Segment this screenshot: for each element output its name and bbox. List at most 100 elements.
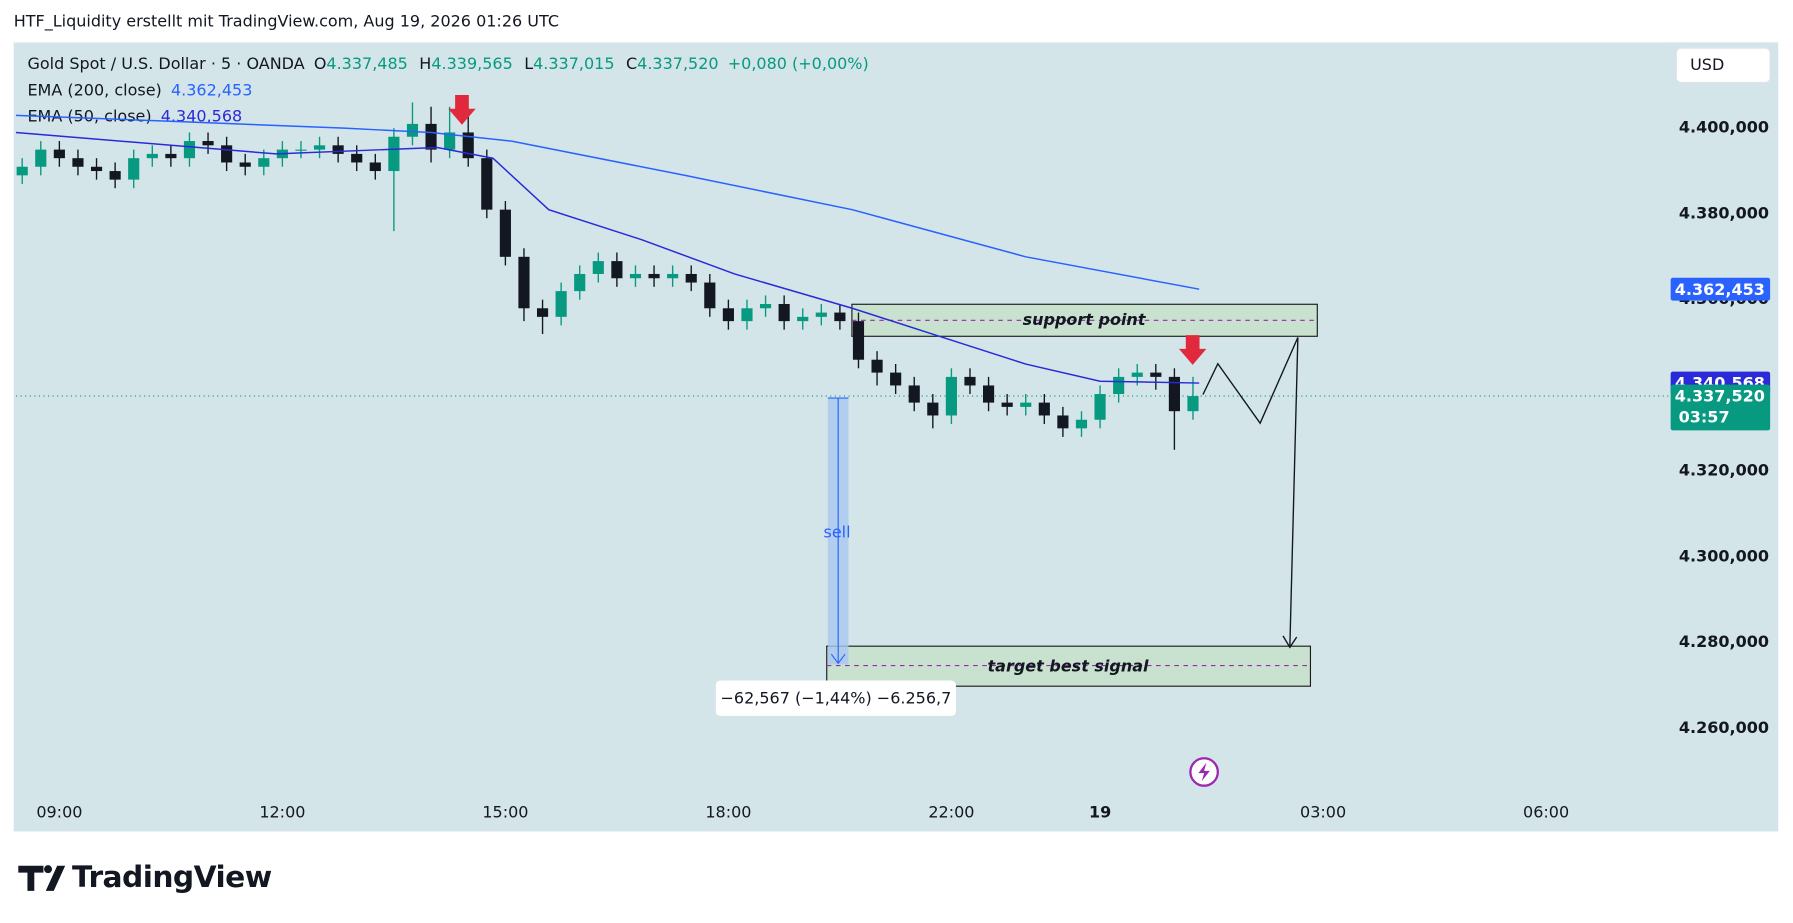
candle-body (797, 316, 809, 322)
candle-body (313, 145, 326, 150)
candle-body (72, 158, 84, 167)
candle-body (481, 158, 493, 210)
candle-body (128, 158, 140, 180)
candle-body (462, 132, 474, 159)
candle-body (890, 372, 902, 386)
legend-name: EMA (50, close) (27, 106, 151, 125)
candle-body (722, 308, 734, 322)
candle-body (518, 256, 530, 309)
event-bolt (1198, 762, 1210, 782)
candle-body (444, 132, 456, 150)
candle-body (1075, 419, 1088, 429)
ohlc-key: C (626, 54, 637, 73)
candle-body (1150, 372, 1162, 377)
candle-body (574, 273, 586, 292)
x-tick-label: 06:00 (1523, 803, 1569, 822)
projection-arrowhead (1282, 635, 1298, 649)
candle-body (369, 162, 381, 172)
candle-body (183, 141, 196, 159)
legend-entry: EMA (200, close) 4.362,453 (27, 80, 252, 99)
candle-body (351, 153, 363, 163)
x-tick-label: 09:00 (36, 803, 82, 822)
candle-body (741, 308, 753, 322)
candle-body (1094, 394, 1106, 420)
ohlc-value: 4.339,565 (431, 54, 512, 73)
caption: HTF_Liquidity erstellt mit TradingView.c… (14, 11, 559, 31)
price-tag (1670, 277, 1771, 301)
candle-body (221, 145, 233, 163)
candle-body (592, 261, 604, 274)
candle-body (499, 209, 511, 257)
currency-button[interactable] (1675, 47, 1771, 84)
projection-path (1202, 337, 1299, 647)
ohlc-key: L (524, 54, 533, 73)
candle-body (295, 149, 307, 151)
candle-body (778, 303, 790, 322)
candle-body (815, 312, 827, 317)
candle-body (1168, 376, 1180, 412)
brand: TradingView (72, 860, 272, 895)
measure-box (715, 680, 956, 716)
candle-body (704, 282, 716, 309)
ohlc-value: 4.337,015 (533, 54, 614, 73)
measure-label: −62,567 (−1,44%) −6.256,7 (721, 688, 952, 707)
candle-body (555, 291, 567, 317)
candle-body (685, 273, 697, 283)
candle-body (239, 162, 251, 167)
candle-body (852, 321, 865, 360)
y-tick-label: 4.400,000 (1679, 118, 1769, 137)
candle-body (406, 123, 419, 137)
candle-body (536, 308, 549, 317)
x-tick-label: 03:00 (1300, 803, 1346, 822)
y-tick-label: 4.320,000 (1679, 461, 1769, 480)
legend-value: 4.340,568 (161, 106, 242, 125)
candle-body (648, 273, 660, 279)
candle-body (165, 153, 177, 159)
candle-body (1187, 396, 1199, 412)
y-tick-label: 4.260,000 (1679, 718, 1769, 737)
legend-value: 4.362,453 (171, 80, 252, 99)
candle-body (90, 166, 103, 172)
currency: USD (1690, 55, 1724, 74)
support-label: support point (1023, 310, 1147, 329)
ohlc-value: 4.337,485 (326, 54, 407, 73)
candle-body (611, 261, 623, 279)
candle-body (388, 136, 400, 172)
legend-entry: EMA (50, close) 4.340,568 (27, 106, 242, 125)
candle-body (908, 385, 920, 403)
ohlc-value: 4.337,520 (637, 54, 718, 73)
signal-arrow (1178, 335, 1207, 365)
candle-body (1038, 402, 1050, 416)
ohlc-key: H (419, 54, 431, 73)
countdown: 03:57 (1679, 407, 1730, 426)
y-tick-label: 4.300,000 (1679, 546, 1769, 565)
candle-body (834, 312, 846, 322)
x-tick-label: 22:00 (928, 803, 974, 822)
candle-body (927, 402, 939, 416)
candle-body (982, 385, 995, 403)
candle-body (1001, 402, 1013, 407)
candle-body (332, 145, 344, 154)
signal-arrow (448, 95, 476, 125)
candle-body (1113, 376, 1125, 395)
x-tick-label: 15:00 (482, 803, 528, 822)
x-tick-label: 18:00 (705, 803, 751, 822)
candle-body (667, 273, 679, 279)
y-tick-label: 4.380,000 (1679, 203, 1769, 222)
candle-body (146, 153, 158, 159)
candle-body (258, 158, 270, 167)
symbol: Gold Spot / U.S. Dollar · 5 · OANDA (27, 54, 304, 73)
ema-line (15, 114, 1200, 290)
y-tick-label: 4.280,000 (1679, 632, 1769, 651)
candle-body (1020, 402, 1032, 407)
candle-body (1057, 415, 1069, 429)
candle-body (109, 171, 121, 180)
candle-body (35, 149, 47, 167)
candle-body (1131, 372, 1143, 377)
ema-line (15, 131, 1200, 384)
candle-body (964, 376, 976, 386)
plot: 4.260,000 4.280,000 4.300,000 4.320,000 4.34… (15, 102, 1771, 822)
last-price-tag (1670, 384, 1771, 431)
candle-body (425, 123, 437, 150)
